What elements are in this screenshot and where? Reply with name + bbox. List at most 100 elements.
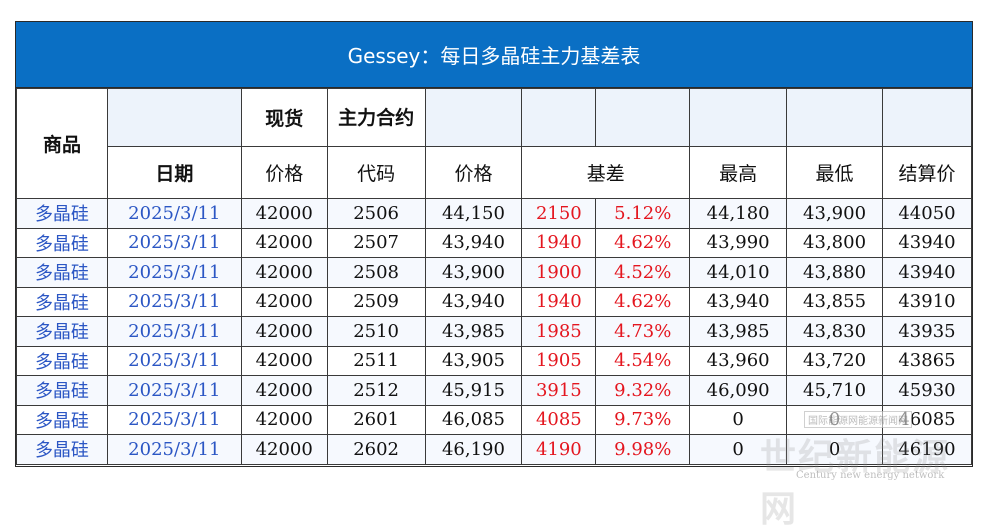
cell-low: 43,800 bbox=[786, 227, 883, 258]
cell-low: 43,900 bbox=[786, 198, 883, 229]
cell-basis: 1900 bbox=[521, 257, 597, 288]
cell-basis-pct: 4.52% bbox=[595, 257, 691, 288]
cell-high: 46,090 bbox=[689, 375, 788, 406]
cell-date: 2025/3/11 bbox=[106, 434, 242, 465]
cell-high: 43,985 bbox=[689, 316, 788, 347]
cell-low: 43,880 bbox=[786, 257, 883, 288]
cell-basis-pct: 5.12% bbox=[595, 198, 691, 229]
table-row: 多晶硅 2025/3/11 42000 2602 46,190 4190 9.98% 0 0 46… bbox=[16, 434, 972, 465]
cell-settle: 43935 bbox=[882, 316, 972, 347]
table-row: 多晶硅 2025/3/11 42000 2511 43,905 1905 4.54% 43,9… bbox=[16, 345, 972, 376]
cell-contract-code: 2602 bbox=[326, 434, 426, 465]
cell-contract-price: 43,985 bbox=[424, 316, 523, 347]
header-commodity: 商品 bbox=[16, 88, 108, 199]
table-row: 多晶硅 2025/3/11 42000 2601 46,085 4085 9.73% 0 0 46… bbox=[16, 404, 972, 435]
cell-high: 44,180 bbox=[689, 198, 788, 229]
header-blank-cell bbox=[689, 88, 788, 147]
cell-basis-pct: 4.73% bbox=[595, 316, 691, 347]
cell-settle: 46190 bbox=[882, 434, 972, 465]
cell-settle: 43910 bbox=[882, 286, 972, 317]
cell-commodity: 多晶硅 bbox=[16, 316, 108, 347]
cell-basis-pct: 4.62% bbox=[595, 227, 691, 258]
watermark-subtitle: Century new energy network bbox=[796, 470, 945, 481]
cell-high: 0 bbox=[689, 404, 788, 435]
header-high: 最高 bbox=[689, 146, 788, 199]
header-blank-cell bbox=[786, 88, 883, 147]
cell-basis: 1985 bbox=[521, 316, 597, 347]
cell-commodity: 多晶硅 bbox=[16, 345, 108, 376]
header-date: 日期 bbox=[106, 146, 242, 199]
table-row: 多晶硅 2025/3/11 42000 2506 44,150 2150 5.12% 44,1… bbox=[16, 198, 972, 229]
cell-commodity: 多晶硅 bbox=[16, 404, 108, 435]
cell-basis-pct: 4.54% bbox=[595, 345, 691, 376]
cell-basis: 1940 bbox=[521, 227, 597, 258]
header-blank-cell bbox=[521, 88, 597, 147]
header-row-2: 日期 价格 代码 价格 基差 最高 最低 结算价 bbox=[17, 146, 972, 199]
header-main-contract: 主力合约 bbox=[326, 88, 426, 147]
cell-low: 45,710 bbox=[786, 375, 883, 406]
cell-high: 44,010 bbox=[689, 257, 788, 288]
header-row-1: 商品 现货 主力合约 bbox=[16, 88, 972, 199]
cell-spot-price: 42000 bbox=[240, 434, 328, 465]
cell-settle: 46085 bbox=[882, 404, 972, 435]
cell-spot-price: 42000 bbox=[240, 345, 328, 376]
header-low: 最低 bbox=[786, 146, 883, 199]
cell-commodity: 多晶硅 bbox=[16, 257, 108, 288]
cell-basis-pct: 9.73% bbox=[595, 404, 691, 435]
cell-date: 2025/3/11 bbox=[106, 227, 242, 258]
cell-commodity: 多晶硅 bbox=[16, 434, 108, 465]
cell-date: 2025/3/11 bbox=[106, 286, 242, 317]
cell-contract-code: 2509 bbox=[326, 286, 426, 317]
cell-settle: 44050 bbox=[882, 198, 972, 229]
cell-settle: 43940 bbox=[882, 257, 972, 288]
basis-table: 商品 现货 主力合约 日期 价格 代码 价格 基差 最高 最低 结算价 bbox=[16, 88, 972, 465]
cell-contract-code: 2601 bbox=[326, 404, 426, 435]
cell-commodity: 多晶硅 bbox=[16, 375, 108, 406]
cell-high: 43,960 bbox=[689, 345, 788, 376]
table-row: 多晶硅 2025/3/11 42000 2507 43,940 1940 4.62% 43,9… bbox=[16, 227, 972, 258]
header-contract-price: 价格 bbox=[424, 146, 523, 199]
cell-date: 2025/3/11 bbox=[106, 198, 242, 229]
cell-contract-code: 2512 bbox=[326, 375, 426, 406]
header-basis: 基差 bbox=[521, 146, 691, 199]
cell-basis: 4190 bbox=[521, 434, 597, 465]
cell-commodity: 多晶硅 bbox=[16, 227, 108, 258]
cell-spot-price: 42000 bbox=[240, 286, 328, 317]
cell-basis: 1940 bbox=[521, 286, 597, 317]
cell-high: 0 bbox=[689, 434, 788, 465]
header-spot-price: 价格 bbox=[240, 146, 328, 199]
cell-commodity: 多晶硅 bbox=[16, 286, 108, 317]
cell-low: 43,855 bbox=[786, 286, 883, 317]
cell-contract-code: 2510 bbox=[326, 316, 426, 347]
table-row: 多晶硅 2025/3/11 42000 2509 43,940 1940 4.62% 43,9… bbox=[16, 286, 972, 317]
cell-basis: 3915 bbox=[521, 375, 597, 406]
cell-date: 2025/3/11 bbox=[106, 375, 242, 406]
cell-basis-pct: 9.98% bbox=[595, 434, 691, 465]
header-blank-cell bbox=[882, 88, 972, 147]
cell-low: 43,830 bbox=[786, 316, 883, 347]
table-row: 多晶硅 2025/3/11 42000 2508 43,900 1900 4.52% 44,0… bbox=[16, 257, 972, 288]
cell-spot-price: 42000 bbox=[240, 316, 328, 347]
cell-basis: 4085 bbox=[521, 404, 597, 435]
table-row: 多晶硅 2025/3/11 42000 2512 45,915 3915 9.32% 46,0… bbox=[16, 375, 972, 406]
cell-high: 43,990 bbox=[689, 227, 788, 258]
basis-table-frame: Gessey：每日多晶硅主力基差表 商品 现货 主力合约 日期 价格 bbox=[15, 21, 973, 467]
cell-low: 0 bbox=[786, 434, 883, 465]
header-settle: 结算价 bbox=[882, 146, 972, 199]
cell-contract-price: 43,900 bbox=[424, 257, 523, 288]
cell-basis-pct: 4.62% bbox=[595, 286, 691, 317]
cell-basis: 1905 bbox=[521, 345, 597, 376]
cell-basis-pct: 9.32% bbox=[595, 375, 691, 406]
cell-contract-price: 43,940 bbox=[424, 227, 523, 258]
cell-spot-price: 42000 bbox=[240, 375, 328, 406]
cell-spot-price: 42000 bbox=[240, 257, 328, 288]
cell-date: 2025/3/11 bbox=[106, 257, 242, 288]
header-spot: 现货 bbox=[240, 88, 328, 147]
cell-contract-price: 46,085 bbox=[424, 404, 523, 435]
header-blank-cell bbox=[595, 88, 691, 147]
cell-spot-price: 42000 bbox=[240, 227, 328, 258]
cell-commodity: 多晶硅 bbox=[16, 198, 108, 229]
cell-contract-price: 45,915 bbox=[424, 375, 523, 406]
table-row: 多晶硅 2025/3/11 42000 2510 43,985 1985 4.73% 43,9… bbox=[16, 316, 972, 347]
cell-spot-price: 42000 bbox=[240, 198, 328, 229]
